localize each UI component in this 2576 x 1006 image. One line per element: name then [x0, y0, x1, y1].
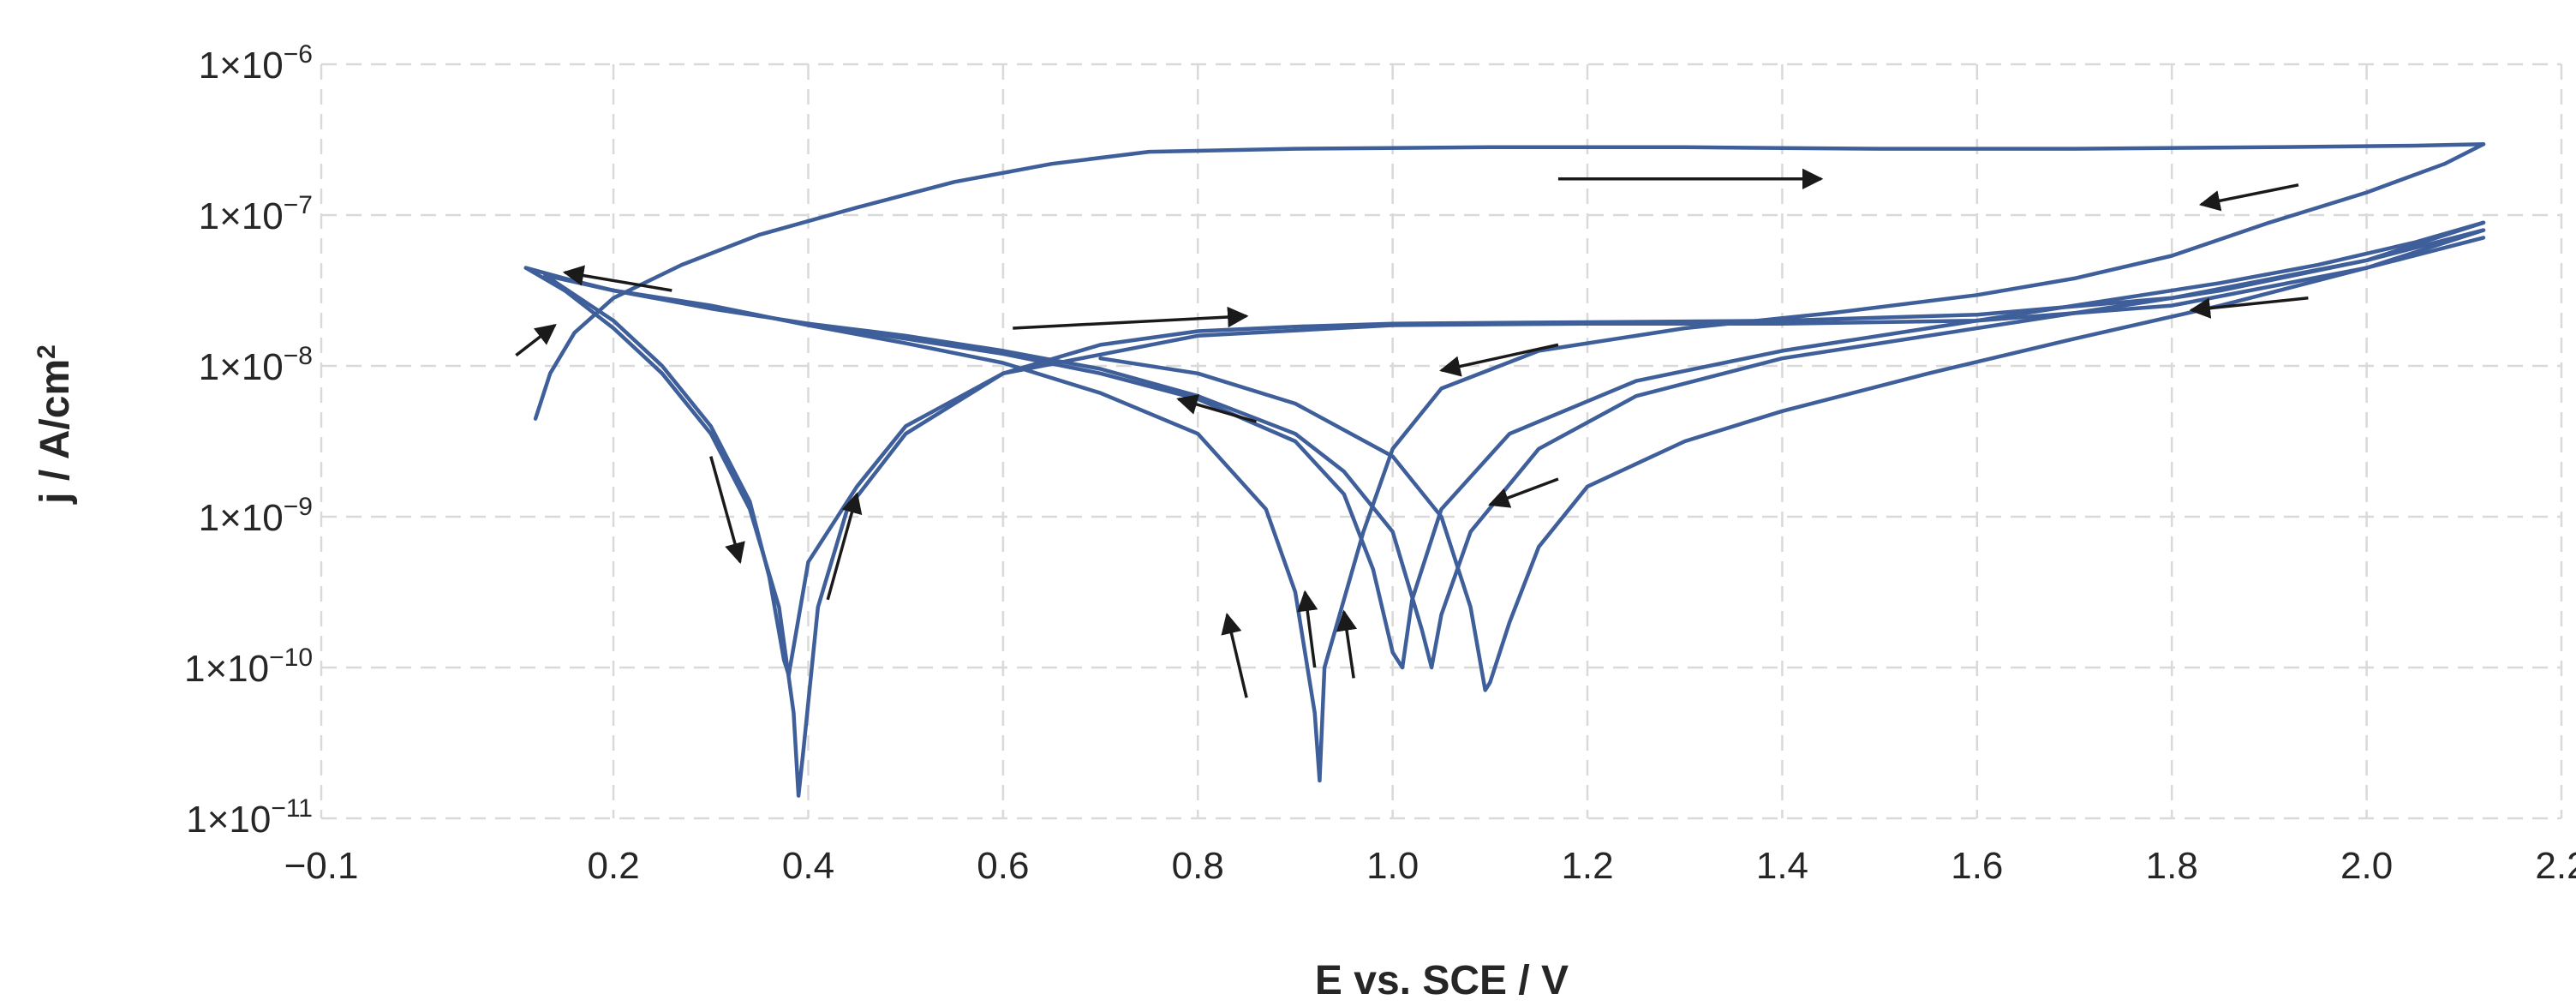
x-tick-label-10: 2.0 — [2340, 845, 2393, 887]
x-tick-labels: −0.1 0.2 0.4 0.6 0.8 1.0 1.2 1.4 1.6 1.8 2.0 2.2 — [284, 845, 2576, 887]
y-tick-label-0: 1×10−6 — [199, 40, 313, 87]
y-axis-label-group: j / A/cm2 — [33, 344, 78, 505]
x-tick-label-6: 1.2 — [1561, 845, 1613, 887]
y-tick-label-2: 1×10−8 — [199, 342, 313, 388]
x-tick-label-2: 0.4 — [782, 845, 834, 887]
direction-arrow-3 — [515, 323, 557, 357]
direction-arrow-11 — [1221, 613, 1248, 698]
direction-arrow-13 — [1336, 609, 1358, 679]
direction-arrow-5 — [2189, 296, 2309, 319]
x-axis-label: E vs. SCE / V — [1315, 958, 1569, 1003]
x-tick-label-0: −0.1 — [284, 845, 359, 887]
x-tick-label-4: 0.8 — [1172, 845, 1224, 887]
series-line-3 — [801, 220, 2486, 753]
y-axis-label-text: j / A/cm — [33, 359, 78, 505]
series-line-6 — [786, 228, 2486, 678]
direction-arrow-7 — [1176, 394, 1257, 423]
direction-arrow-4 — [1013, 306, 1249, 330]
x-tick-label-8: 1.6 — [1951, 845, 2003, 887]
y-axis-label: j / A/cm2 — [33, 344, 78, 505]
series-line-7 — [806, 228, 2486, 670]
arrows-group — [515, 168, 2309, 698]
y-axis-label-superscript: 2 — [33, 344, 61, 359]
direction-arrow-2 — [562, 265, 672, 292]
series-line-5 — [543, 273, 791, 678]
direction-arrow-6 — [1439, 343, 1559, 377]
y-tick-label-1: 1×10−7 — [199, 191, 313, 237]
x-tick-label-1: 0.2 — [588, 845, 640, 887]
series-line-0 — [533, 142, 2486, 421]
y-tick-label-4: 1×10−10 — [184, 644, 313, 690]
gridlines — [320, 63, 2563, 820]
x-tick-label-5: 1.0 — [1366, 845, 1419, 887]
series-line-1 — [523, 142, 2486, 783]
x-tick-label-7: 1.4 — [1756, 845, 1808, 887]
series-line-8 — [1098, 236, 2486, 692]
series-line-4 — [543, 220, 2486, 670]
direction-arrow-12 — [1297, 590, 1318, 668]
direction-arrow-10 — [826, 492, 863, 601]
x-tick-label-3: 0.6 — [977, 845, 1029, 887]
y-tick-label-3: 1×10−9 — [199, 493, 313, 539]
x-tick-label-11: 2.2 — [2535, 845, 2576, 887]
x-tick-label-9: 1.8 — [2146, 845, 2198, 887]
direction-arrow-9 — [709, 456, 745, 565]
series-group — [523, 142, 2486, 798]
direction-arrow-8 — [1488, 477, 1559, 508]
y-tick-labels: 1×10−6 1×10−7 1×10−8 1×10−9 1×10−10 1×10−11 — [184, 40, 313, 841]
direction-arrow-1 — [2198, 183, 2299, 212]
series-line-2 — [523, 266, 806, 798]
y-tick-label-5: 1×10−11 — [186, 794, 313, 841]
